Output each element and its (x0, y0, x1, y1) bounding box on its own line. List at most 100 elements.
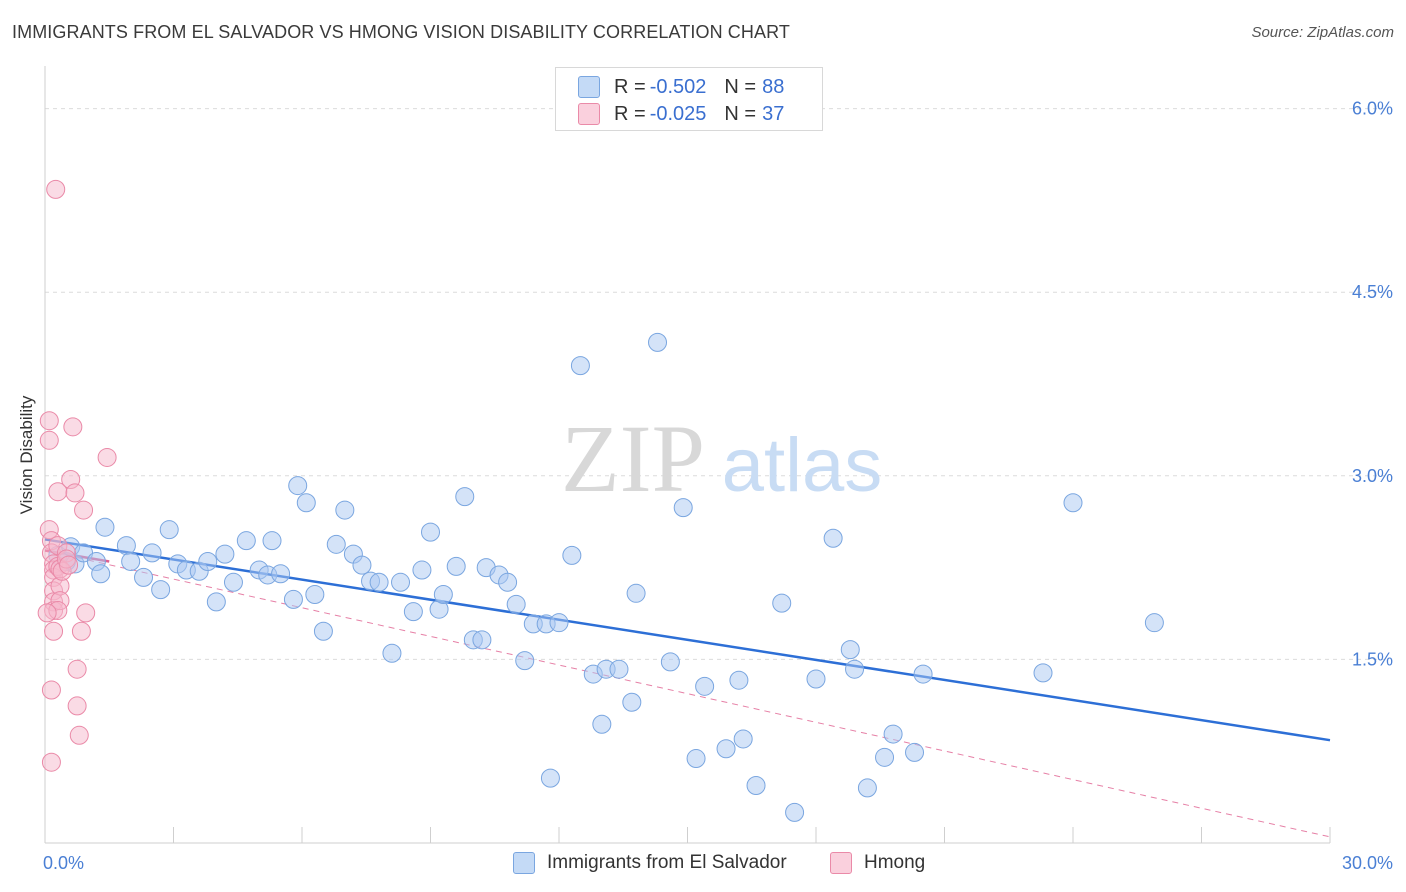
legend-r-value: -0.502 (649, 75, 707, 98)
el-salvador-point (845, 659, 865, 679)
y-axis-label: Vision Disability (17, 395, 36, 514)
bottom-legend-hmong: Hmong (830, 852, 925, 874)
watermark-zip: ZIP (561, 405, 705, 512)
hmong-point (63, 417, 83, 437)
x-tick-label: 30.0% (1342, 853, 1393, 873)
hmong-point (41, 752, 61, 772)
legend-swatch-blue (578, 76, 600, 98)
el-salvador-point (472, 630, 492, 650)
el-salvador-point (913, 664, 933, 684)
hmong-trend-dashed (44, 549, 1331, 838)
hmong-point (76, 603, 96, 623)
el-salvador-point (159, 520, 179, 540)
el-salvador-point (446, 556, 466, 576)
el-salvador-point (660, 652, 680, 672)
el-salvador-point (905, 742, 925, 762)
el-salvador-point (433, 585, 453, 605)
el-salvador-point (823, 528, 843, 548)
el-salvador-point (206, 592, 226, 612)
legend-r-label: R = (614, 75, 646, 98)
chart-source: Source: ZipAtlas.com (1251, 24, 1394, 41)
axes (44, 66, 1331, 844)
el-salvador-point (562, 545, 582, 565)
correlation-legend: R = -0.502 N = 88 R = -0.025 N = 37 (555, 67, 823, 131)
el-salvador-point (733, 729, 753, 749)
bottom-legend-swatch-pink (830, 852, 852, 874)
hmong-point (46, 179, 66, 199)
el-salvador-point (134, 567, 154, 587)
el-salvador-point (695, 676, 715, 696)
hmong-point (97, 447, 117, 467)
el-salvador-point (857, 778, 877, 798)
legend-n-label: N = (724, 102, 757, 125)
el-salvador-point (686, 749, 706, 769)
el-salvador-point (609, 659, 629, 679)
el-salvador-point (262, 531, 282, 551)
el-salvador-point (540, 768, 560, 788)
tick-labels: 1.5% 3.0% 4.5% 6.0% 0.0% 30.0% (43, 99, 1393, 873)
el-salvador-point (592, 714, 612, 734)
y-tick-label: 1.5% (1352, 649, 1393, 669)
el-salvador-point (335, 500, 355, 520)
hmong-point (74, 500, 94, 520)
hmong-point (71, 621, 91, 641)
legend-row-el-salvador: R = -0.502 N = 88 (578, 74, 784, 100)
el-salvador-point (498, 572, 518, 592)
el-salvador-point (840, 640, 860, 660)
el-salvador-point (515, 651, 535, 671)
y-tick-label: 4.5% (1352, 282, 1393, 302)
el-salvador-point (772, 593, 792, 613)
hmong-point (39, 430, 59, 450)
el-salvador-point (785, 802, 805, 822)
el-salvador-point (412, 560, 432, 580)
legend-swatch-pink (578, 103, 600, 125)
el-salvador-point (305, 585, 325, 605)
el-salvador-point (746, 775, 766, 795)
bottom-legend-label-hmong: Hmong (864, 852, 926, 873)
bottom-legend-swatch-blue (513, 852, 535, 874)
el-salvador-point (549, 613, 569, 633)
el-salvador-point (236, 531, 256, 551)
el-salvador-point (116, 536, 136, 556)
el-salvador-point (648, 332, 668, 352)
el-salvador-point (369, 572, 389, 592)
el-salvador-point (352, 555, 372, 575)
data-points (37, 179, 1164, 822)
el-salvador-point (91, 564, 111, 584)
el-salvador-point (223, 572, 243, 592)
el-salvador-point (570, 356, 590, 376)
el-salvador-point (883, 724, 903, 744)
x-tick-label: 0.0% (43, 853, 84, 873)
el-salvador-point (1033, 663, 1053, 683)
el-salvador-point (1144, 613, 1164, 633)
el-salvador-point (622, 692, 642, 712)
gridlines (45, 108, 1385, 660)
el-salvador-point (95, 517, 115, 537)
el-salvador-point (296, 493, 316, 513)
el-salvador-point (716, 739, 736, 759)
el-salvador-point (391, 572, 411, 592)
el-salvador-point (313, 621, 333, 641)
watermark: ZIP atlas (561, 405, 882, 512)
el-salvador-point (121, 551, 141, 571)
el-salvador-trend-line (44, 538, 1331, 742)
y-tick-label: 6.0% (1352, 99, 1393, 119)
legend-n-value: 88 (762, 75, 785, 98)
el-salvador-point (283, 589, 303, 609)
el-salvador-point (215, 544, 235, 564)
chart-title: IMMIGRANTS FROM EL SALVADOR VS HMONG VIS… (12, 22, 790, 42)
legend-n-value: 37 (762, 102, 785, 125)
legend-r-label: R = (614, 102, 646, 125)
watermark-atlas: atlas (722, 423, 883, 508)
hmong-point (69, 725, 89, 745)
bottom-legend-label-el-salvador: Immigrants from El Salvador (547, 852, 787, 873)
el-salvador-point (729, 670, 749, 690)
el-salvador-point (288, 476, 308, 496)
el-salvador-point (1063, 493, 1083, 513)
el-salvador-point (455, 487, 475, 507)
el-salvador-point (403, 602, 423, 622)
el-salvador-point (198, 551, 218, 571)
hmong-point (41, 680, 61, 700)
hmong-point (44, 621, 64, 641)
